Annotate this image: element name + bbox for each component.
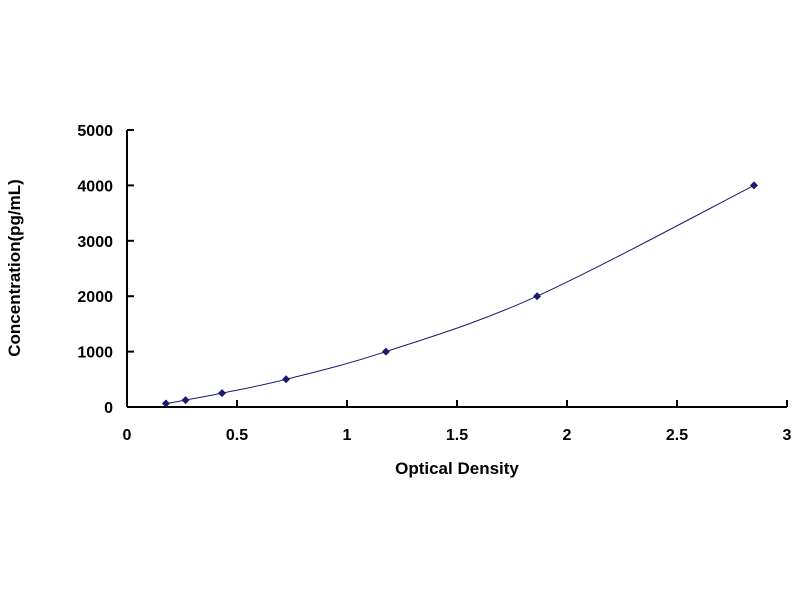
data-point bbox=[750, 181, 758, 190]
x-tick-label: 1 bbox=[343, 427, 352, 444]
data-point bbox=[181, 396, 190, 405]
data-point bbox=[282, 375, 291, 384]
x-tick-label: 0.5 bbox=[226, 427, 248, 444]
x-tick-label: 1.5 bbox=[446, 427, 468, 444]
data-point bbox=[533, 292, 542, 301]
x-tick-label: 2.5 bbox=[666, 427, 688, 444]
data-point bbox=[161, 399, 170, 408]
y-tick-label: 0 bbox=[104, 400, 113, 417]
y-tick-label: 1000 bbox=[77, 345, 113, 362]
y-tick-label: 2000 bbox=[77, 289, 113, 306]
y-tick-label: 5000 bbox=[77, 123, 113, 140]
y-tick-label: 4000 bbox=[77, 178, 113, 195]
x-axis-label: Optical Density bbox=[395, 459, 519, 478]
fit-curve bbox=[165, 184, 755, 405]
y-tick-label: 3000 bbox=[77, 234, 113, 251]
y-axis-label: Concentration(pg/mL) bbox=[5, 179, 24, 357]
x-tick-label: 2 bbox=[563, 427, 572, 444]
data-point bbox=[381, 347, 390, 356]
x-tick-label: 3 bbox=[783, 427, 792, 444]
x-tick-label: 0 bbox=[123, 427, 132, 444]
data-point bbox=[218, 389, 227, 398]
